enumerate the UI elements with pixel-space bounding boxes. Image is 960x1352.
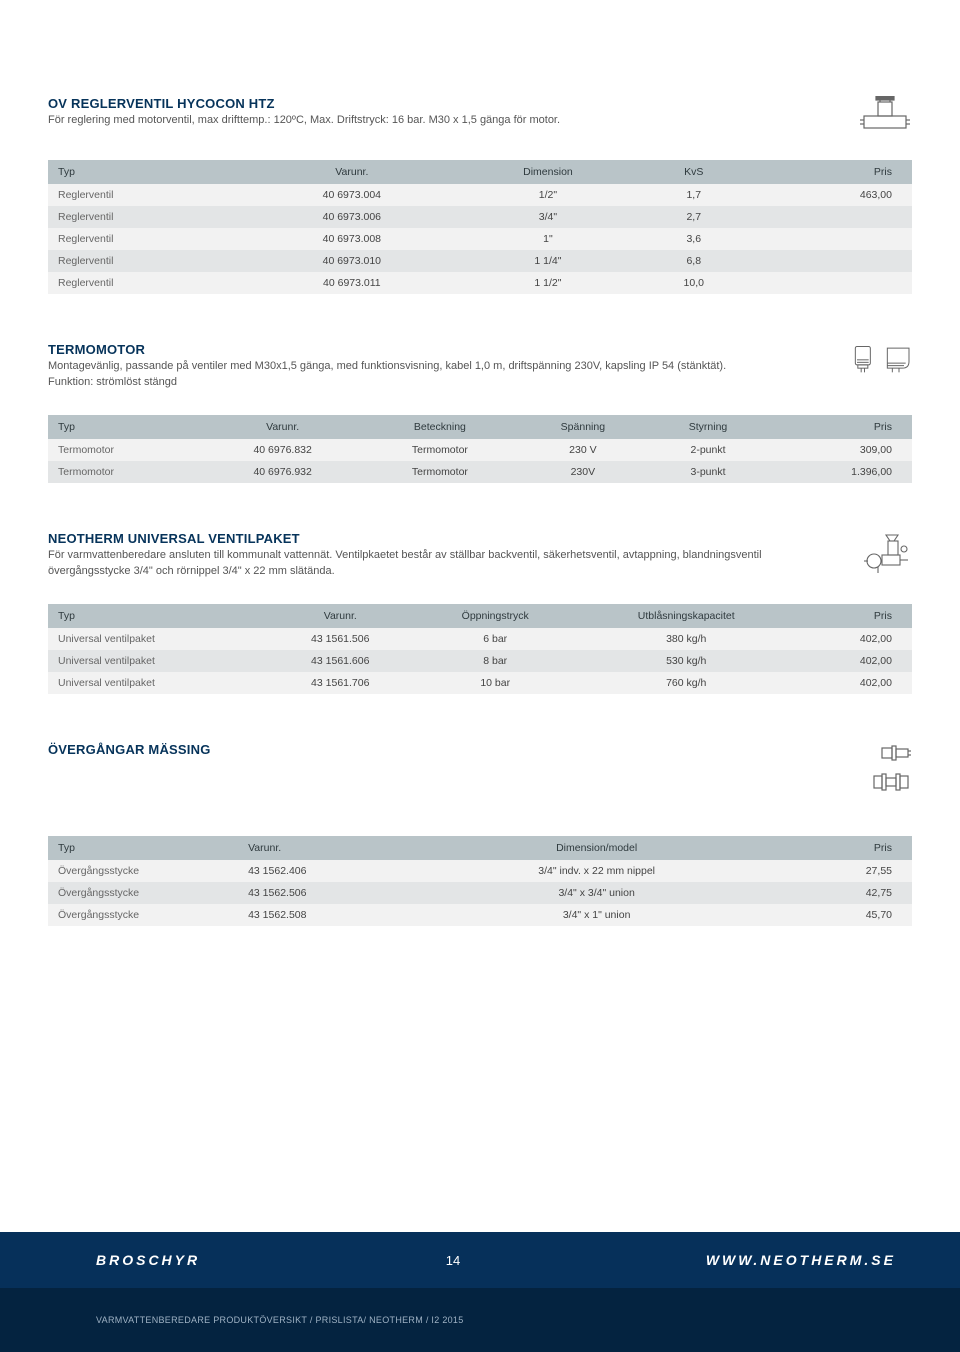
section-title: NEOTHERM UNIVERSAL VENTILPAKET — [48, 531, 768, 546]
section-head: ÖVERGÅNGAR MÄSSING — [48, 742, 912, 812]
col-header: Typ — [48, 160, 248, 184]
section-text: OV REGLERVENTIL HYCOCON HTZ För reglerin… — [48, 96, 560, 129]
table-reglerventil: Typ Varunr. Dimension KvS Pris Reglerven… — [48, 160, 912, 294]
col-header: Styrning — [648, 415, 767, 439]
footer-left: BROSCHYR — [96, 1252, 200, 1268]
col-header: Pris — [768, 415, 912, 439]
sub-footer-text: VARMVATTENBEREDARE PRODUKTÖVERSIKT / PRI… — [96, 1315, 464, 1325]
section-head: OV REGLERVENTIL HYCOCON HTZ För reglerin… — [48, 96, 912, 136]
table-row: Övergångsstycke43 1562.4063/4" indv. x 2… — [48, 860, 912, 882]
section-overgangar: ÖVERGÅNGAR MÄSSING — [48, 742, 912, 926]
section-head: NEOTHERM UNIVERSAL VENTILPAKET För varmv… — [48, 531, 912, 580]
page-number: 14 — [446, 1253, 460, 1268]
col-header: Typ — [48, 836, 238, 860]
col-header: Beteckning — [363, 415, 518, 439]
col-header: Typ — [48, 604, 267, 628]
table-row: Reglerventil40 6973.0111 1/2"10,0 — [48, 272, 912, 294]
col-header: Dimension/model — [411, 836, 783, 860]
fittings-icon — [852, 742, 912, 794]
table-row: Universal ventilpaket43 1561.70610 bar76… — [48, 672, 912, 694]
sub-footer: VARMVATTENBEREDARE PRODUKTÖVERSIKT / PRI… — [0, 1288, 960, 1352]
table-row: Termomotor40 6976.932Termomotor230V3-pun… — [48, 461, 912, 483]
section-reglerventil: OV REGLERVENTIL HYCOCON HTZ För reglerin… — [48, 96, 912, 294]
col-header: Varunr. — [203, 415, 363, 439]
actuator-icon — [852, 342, 912, 376]
table-row: Universal ventilpaket43 1561.6068 bar530… — [48, 650, 912, 672]
col-header: KvS — [640, 160, 747, 184]
table-row: Reglerventil40 6973.0041/2"1,7463,00 — [48, 184, 912, 206]
section-text: ÖVERGÅNGAR MÄSSING — [48, 742, 211, 759]
section-desc: För varmvattenberedare ansluten till kom… — [48, 548, 768, 580]
col-header: Typ — [48, 415, 203, 439]
table-row: Reglerventil40 6973.0063/4"2,7 — [48, 206, 912, 228]
table-termomotor: Typ Varunr. Beteckning Spänning Styrning… — [48, 415, 912, 483]
col-header: Varunr. — [248, 160, 456, 184]
section-desc: För reglering med motorventil, max drift… — [48, 113, 560, 129]
section-text: TERMOMOTOR Montagevänlig, passande på ve… — [48, 342, 768, 391]
footer-bar: BROSCHYR 14 WWW.NEOTHERM.SE — [0, 1232, 960, 1288]
section-title: TERMOMOTOR — [48, 342, 768, 357]
valve-tee-icon — [852, 96, 912, 136]
table-row: Övergångsstycke43 1562.5063/4" x 3/4" un… — [48, 882, 912, 904]
table-row: Övergångsstycke43 1562.5083/4" x 1" unio… — [48, 904, 912, 926]
section-ventilpaket: NEOTHERM UNIVERSAL VENTILPAKET För varmv… — [48, 531, 912, 694]
footer-right: WWW.NEOTHERM.SE — [706, 1252, 896, 1268]
section-desc: Montagevänlig, passande på ventiler med … — [48, 359, 768, 391]
table-overgangar: Typ Varunr. Dimension/model Pris Övergån… — [48, 836, 912, 926]
section-text: NEOTHERM UNIVERSAL VENTILPAKET För varmv… — [48, 531, 768, 580]
table-row: Reglerventil40 6973.0081"3,6 — [48, 228, 912, 250]
col-header: Pris — [782, 836, 912, 860]
section-head: TERMOMOTOR Montagevänlig, passande på ve… — [48, 342, 912, 391]
valve-kit-icon — [852, 531, 912, 575]
table-row: Termomotor40 6976.832Termomotor230 V2-pu… — [48, 439, 912, 461]
table-row: Universal ventilpaket43 1561.5066 bar380… — [48, 628, 912, 650]
page-content: OV REGLERVENTIL HYCOCON HTZ För reglerin… — [0, 0, 960, 926]
col-header: Dimension — [456, 160, 640, 184]
table-ventilpaket: Typ Varunr. Öppningstryck Utblåsningskap… — [48, 604, 912, 694]
col-header: Varunr. — [238, 836, 411, 860]
col-header: Utblåsningskapacitet — [577, 604, 796, 628]
col-header: Varunr. — [267, 604, 414, 628]
section-title: ÖVERGÅNGAR MÄSSING — [48, 742, 211, 757]
col-header: Pris — [796, 604, 912, 628]
section-termomotor: TERMOMOTOR Montagevänlig, passande på ve… — [48, 342, 912, 483]
table-row: Reglerventil40 6973.0101 1/4"6,8 — [48, 250, 912, 272]
col-header: Öppningstryck — [414, 604, 577, 628]
col-header: Spänning — [517, 415, 648, 439]
section-title: OV REGLERVENTIL HYCOCON HTZ — [48, 96, 560, 111]
col-header: Pris — [747, 160, 912, 184]
